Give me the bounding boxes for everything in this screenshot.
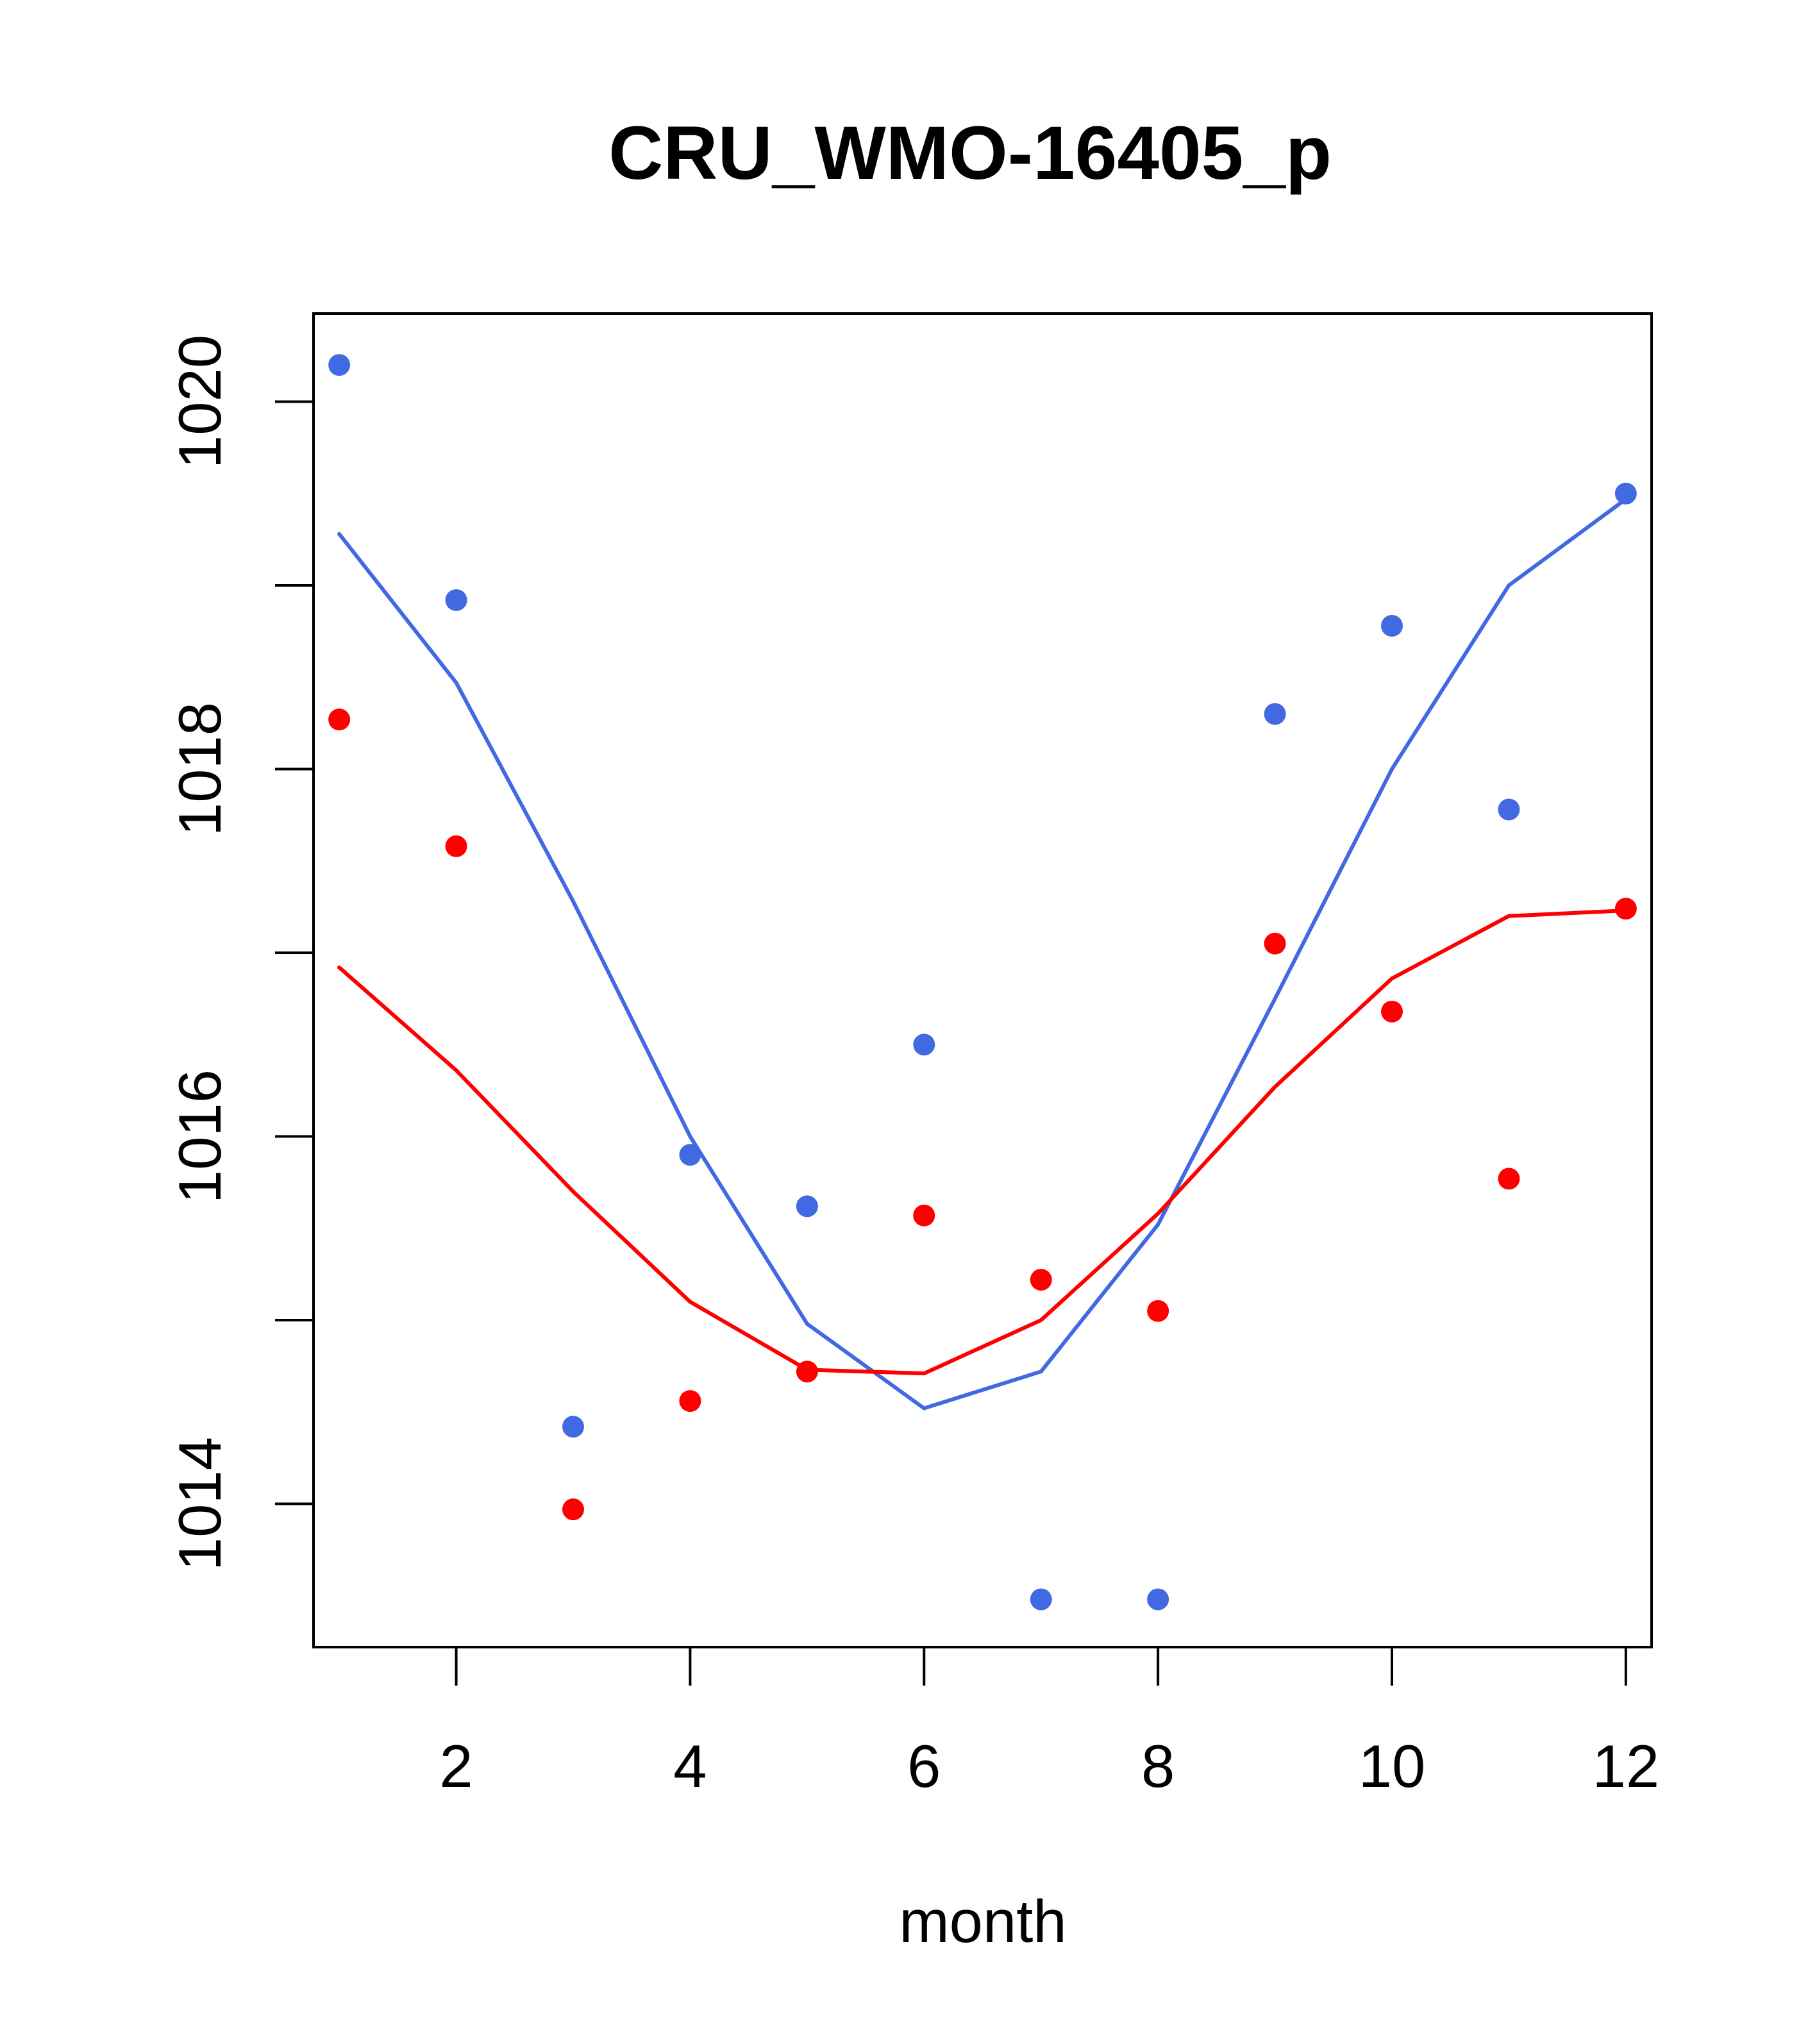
x-axis: 2 4 6 8 10 12 bbox=[439, 1646, 1660, 1800]
chart-title: CRU_WMO-16405_p bbox=[608, 111, 1332, 196]
series-layer bbox=[328, 354, 1637, 1611]
x-axis-label: month bbox=[899, 1888, 1066, 1955]
red-point bbox=[1264, 932, 1286, 955]
red-point bbox=[1147, 1300, 1169, 1322]
red-point bbox=[445, 835, 467, 857]
blue-point bbox=[1264, 703, 1286, 725]
blue-point bbox=[796, 1195, 818, 1218]
y-tick-label: 1014 bbox=[166, 1437, 233, 1571]
blue-point bbox=[1381, 615, 1403, 637]
x-tick-label: 6 bbox=[907, 1732, 941, 1800]
x-tick-label: 2 bbox=[439, 1732, 473, 1800]
blue-point bbox=[1147, 1588, 1169, 1611]
red-point bbox=[796, 1361, 818, 1383]
red-point bbox=[679, 1390, 701, 1412]
blue-point bbox=[445, 589, 467, 611]
red-point bbox=[1030, 1268, 1052, 1291]
red-point bbox=[1614, 898, 1637, 920]
blue-point bbox=[1614, 482, 1637, 505]
x-tick-label: 12 bbox=[1593, 1732, 1660, 1800]
red-point bbox=[1381, 1000, 1403, 1023]
red-line bbox=[337, 909, 1628, 1376]
x-tick-label: 10 bbox=[1359, 1732, 1426, 1800]
x-tick-label: 8 bbox=[1141, 1732, 1175, 1800]
blue-point bbox=[562, 1416, 584, 1438]
plot-frame bbox=[312, 312, 1653, 1648]
red-point bbox=[913, 1204, 935, 1227]
blue-point bbox=[1498, 798, 1520, 821]
blue-point bbox=[328, 354, 351, 376]
red-point bbox=[328, 708, 351, 731]
blue-point bbox=[1030, 1588, 1052, 1611]
red-point bbox=[1498, 1168, 1520, 1190]
blue-point bbox=[679, 1144, 701, 1166]
blue-point bbox=[913, 1034, 935, 1056]
y-tick-label: 1018 bbox=[166, 702, 233, 836]
y-tick-label: 1020 bbox=[166, 335, 233, 469]
blue-line bbox=[337, 497, 1628, 1411]
x-tick-label: 4 bbox=[673, 1732, 707, 1800]
red-point bbox=[562, 1498, 584, 1521]
y-axis: 1014 1016 1018 1020 bbox=[166, 335, 315, 1571]
y-tick-label: 1016 bbox=[166, 1069, 233, 1203]
